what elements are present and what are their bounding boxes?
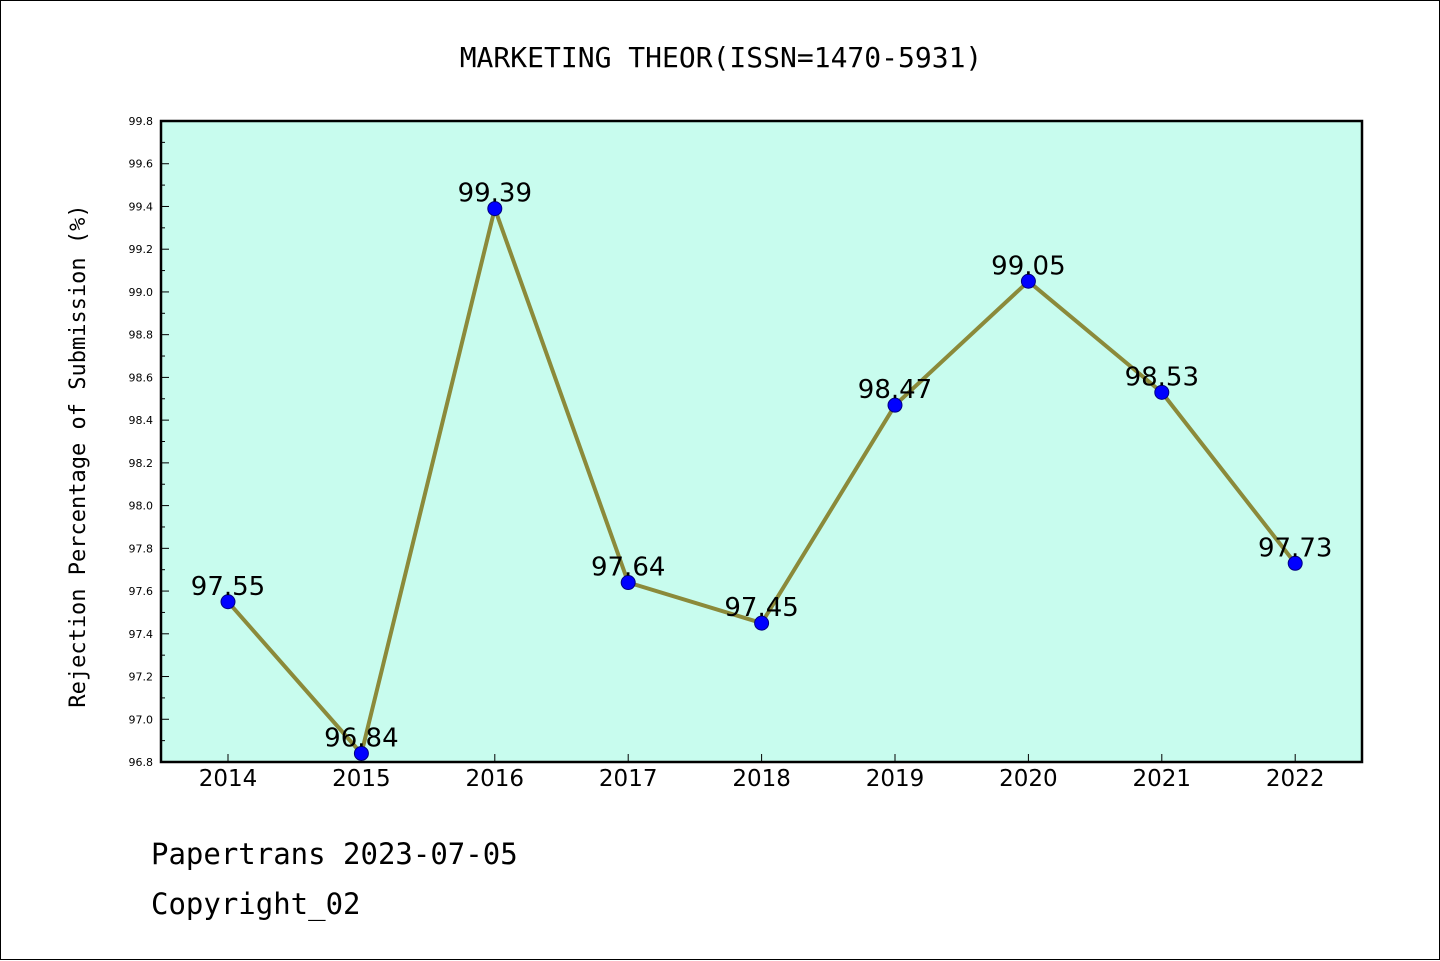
data-value-label: 98.53 [1125, 362, 1199, 392]
y-tick-label: 98.8 [129, 329, 154, 342]
data-point-marker [754, 615, 770, 631]
x-tick-label: 2017 [599, 766, 658, 792]
data-point-marker [220, 594, 236, 610]
data-point-marker [1154, 384, 1170, 400]
y-tick-label: 97.6 [129, 585, 154, 598]
y-tick-label: 98.6 [129, 371, 154, 384]
y-tick-label: 99.6 [129, 158, 154, 171]
data-point-marker [1020, 273, 1036, 289]
y-tick-label: 99.0 [129, 286, 154, 299]
data-value-label: 99.05 [991, 251, 1065, 281]
y-tick-label: 97.8 [129, 542, 154, 555]
y-tick-label: 97.2 [129, 671, 154, 684]
footer-date: Papertrans 2023-07-05 [151, 837, 518, 871]
data-point-marker [487, 201, 503, 217]
y-tick-label: 96.8 [129, 756, 154, 769]
data-value-label: 97.45 [724, 593, 798, 623]
data-value-label: 98.47 [858, 375, 932, 405]
x-tick-label: 2020 [999, 766, 1058, 792]
y-tick-label: 99.4 [129, 200, 154, 213]
data-value-label: 96.84 [324, 723, 398, 753]
y-tick-label: 99.8 [129, 115, 154, 128]
y-tick-label: 98.4 [129, 414, 154, 427]
y-axis-ticks: 96.8 97.0 97.2 97.4 97.6 97.8 98.0 98.2 98.4 98.6… [129, 115, 169, 769]
data-point-marker [1287, 555, 1303, 571]
y-tick-label: 99.2 [129, 243, 154, 256]
x-tick-label: 2018 [732, 766, 791, 792]
chart-title: MARKETING THEOR(ISSN=1470-5931) [460, 41, 983, 74]
y-tick-label: 98.2 [129, 457, 154, 470]
x-tick-label: 2015 [332, 766, 391, 792]
data-value-label: 97.55 [191, 572, 265, 602]
x-axis-ticks: 2014 2015 2016 2017 2018 2019 2020 2021 2022 [199, 754, 1325, 792]
x-tick-label: 2019 [866, 766, 925, 792]
data-point-marker [620, 575, 636, 591]
y-tick-label: 98.0 [129, 500, 154, 513]
x-tick-label: 2022 [1266, 766, 1325, 792]
data-point-marker [887, 397, 903, 413]
x-tick-label: 2014 [199, 766, 258, 792]
plot-area [161, 121, 1362, 762]
y-tick-label: 97.0 [129, 713, 154, 726]
y-tick-label: 97.4 [129, 628, 154, 641]
x-tick-label: 2021 [1133, 766, 1192, 792]
data-labels: 97.55 96.84 99.39 97.64 97.45 98.47 99.05 98.53… [191, 179, 1333, 754]
plot-border [159, 119, 1364, 764]
x-tick-label: 2016 [466, 766, 525, 792]
footer-copyright: Copyright_02 [151, 887, 361, 921]
data-value-label: 99.39 [458, 179, 532, 209]
data-markers [220, 201, 1303, 761]
data-value-label: 97.73 [1258, 533, 1332, 563]
y-axis-label: Rejection Percentage of Submission (%) [66, 204, 91, 707]
data-value-label: 97.64 [591, 553, 665, 583]
data-point-marker [353, 745, 369, 761]
